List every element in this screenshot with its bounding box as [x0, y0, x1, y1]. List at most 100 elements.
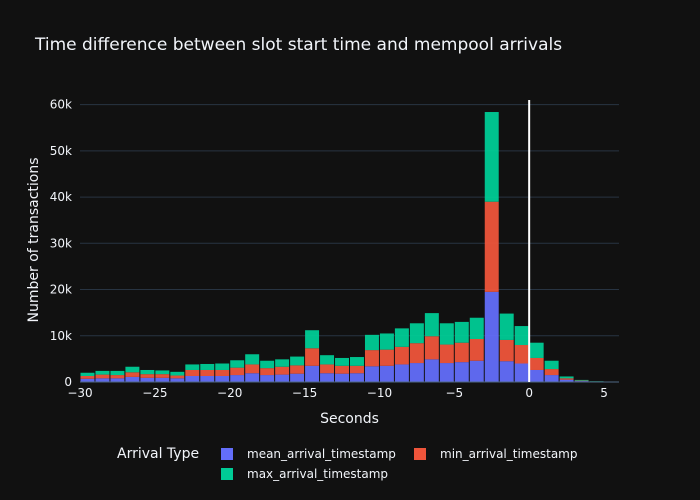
bar-min-arrival-timestamp-25: [454, 342, 469, 363]
x-axis-title: Seconds: [320, 411, 379, 427]
bar-min-arrival-timestamp-16: [320, 364, 335, 374]
bar-mean-arrival-timestamp-13: [275, 374, 290, 382]
y-tick-label-4: 40k: [50, 190, 72, 204]
bar-min-arrival-timestamp-12: [260, 368, 275, 376]
bar-min-arrival-timestamp-10: [230, 367, 245, 376]
bar-max-arrival-timestamp-14: [290, 356, 305, 366]
bar-min-arrival-timestamp-20: [379, 349, 394, 366]
bar-max-arrival-timestamp-15: [305, 330, 320, 349]
y-tick-label-0: 0: [64, 375, 72, 389]
bar-mean-arrival-timestamp-27: [484, 291, 499, 382]
chart-title: Time difference between slot start time …: [34, 35, 562, 55]
bar-min-arrival-timestamp-17: [335, 365, 349, 374]
bar-max-arrival-timestamp-25: [454, 321, 469, 343]
bar-min-arrival-timestamp-7: [185, 369, 200, 376]
bars: [80, 112, 619, 383]
bar-mean-arrival-timestamp-24: [439, 363, 454, 382]
y-tick-label-3: 30k: [50, 236, 72, 250]
bar-min-arrival-timestamp-9: [215, 369, 230, 376]
bar-max-arrival-timestamp-19: [364, 334, 379, 351]
bar-mean-arrival-timestamp-10: [230, 375, 245, 382]
bar-max-arrival-timestamp-23: [424, 313, 439, 337]
bar-min-arrival-timestamp-28: [499, 339, 514, 362]
bar-max-arrival-timestamp-0: [80, 372, 95, 376]
bar-max-arrival-timestamp-2: [110, 370, 125, 376]
bar-mean-arrival-timestamp-7: [185, 375, 200, 382]
bar-max-arrival-timestamp-11: [245, 354, 260, 365]
bar-min-arrival-timestamp-30: [529, 357, 544, 370]
bar-max-arrival-timestamp-33: [574, 379, 589, 381]
bar-mean-arrival-timestamp-32: [559, 379, 574, 382]
bar-mean-arrival-timestamp-26: [469, 360, 484, 382]
bar-max-arrival-timestamp-20: [379, 333, 394, 350]
x-tick-label-0: −30: [67, 386, 92, 400]
bar-max-arrival-timestamp-1: [95, 370, 110, 375]
legend-swatch-mean-arrival-timestamp: [221, 448, 233, 460]
y-tick-label-1: 10k: [50, 329, 72, 343]
bar-mean-arrival-timestamp-12: [260, 375, 275, 382]
legend-label-max-arrival-timestamp: max_arrival_timestamp: [247, 467, 388, 481]
bar-mean-arrival-timestamp-19: [364, 366, 379, 382]
grid-lines: [80, 104, 619, 337]
bar-max-arrival-timestamp-27: [484, 112, 499, 202]
x-tick-label-5: −5: [445, 386, 463, 400]
bar-min-arrival-timestamp-0: [80, 375, 95, 379]
bar-max-arrival-timestamp-3: [125, 366, 140, 373]
bar-min-arrival-timestamp-1: [95, 374, 110, 379]
bar-mean-arrival-timestamp-21: [394, 364, 409, 382]
bar-min-arrival-timestamp-2: [110, 375, 125, 379]
legend-label-mean-arrival-timestamp: mean_arrival_timestamp: [247, 447, 396, 461]
bar-max-arrival-timestamp-21: [394, 328, 409, 347]
bar-min-arrival-timestamp-14: [290, 365, 305, 374]
bar-mean-arrival-timestamp-1: [95, 378, 110, 382]
bar-max-arrival-timestamp-12: [260, 360, 275, 369]
bar-min-arrival-timestamp-32: [559, 378, 574, 380]
bar-min-arrival-timestamp-11: [245, 364, 260, 374]
y-axis-title: Number of transactions: [26, 157, 42, 322]
bar-max-arrival-timestamp-32: [559, 376, 574, 379]
legend-label-min-arrival-timestamp: min_arrival_timestamp: [440, 447, 578, 461]
x-tick-label-2: −20: [217, 386, 242, 400]
bar-mean-arrival-timestamp-17: [335, 373, 349, 382]
x-tick-label-1: −25: [142, 386, 167, 400]
bar-max-arrival-timestamp-10: [230, 360, 245, 368]
x-tick-label-4: −10: [367, 386, 392, 400]
bar-min-arrival-timestamp-29: [514, 345, 529, 364]
bar-max-arrival-timestamp-9: [215, 363, 230, 370]
bar-max-arrival-timestamp-8: [200, 363, 215, 370]
bar-min-arrival-timestamp-27: [484, 201, 499, 292]
bar-mean-arrival-timestamp-16: [320, 373, 335, 382]
bar-min-arrival-timestamp-26: [469, 339, 484, 361]
y-tick-label-2: 20k: [50, 283, 72, 297]
legend-swatch-max-arrival-timestamp: [221, 468, 233, 480]
bar-mean-arrival-timestamp-8: [200, 375, 215, 382]
x-tick-label-6: 0: [525, 386, 533, 400]
bar-mean-arrival-timestamp-9: [215, 375, 230, 382]
bar-mean-arrival-timestamp-18: [350, 373, 364, 382]
bar-min-arrival-timestamp-6: [170, 375, 185, 379]
bar-min-arrival-timestamp-18: [350, 365, 364, 374]
y-tick-label-6: 60k: [50, 98, 72, 112]
x-tick-label-7: 5: [600, 386, 608, 400]
bar-mean-arrival-timestamp-22: [409, 363, 424, 382]
bar-max-arrival-timestamp-6: [170, 371, 185, 376]
bar-mean-arrival-timestamp-28: [499, 361, 514, 382]
bar-mean-arrival-timestamp-25: [454, 362, 469, 382]
bar-min-arrival-timestamp-5: [155, 374, 170, 378]
bar-max-arrival-timestamp-16: [320, 355, 335, 365]
bar-min-arrival-timestamp-8: [200, 369, 215, 376]
bar-mean-arrival-timestamp-3: [125, 376, 140, 382]
bar-mean-arrival-timestamp-5: [155, 377, 170, 382]
bar-max-arrival-timestamp-18: [350, 357, 364, 366]
legend-swatch-min-arrival-timestamp: [414, 448, 426, 460]
legend: Arrival Type mean_arrival_timestamp min_a…: [117, 446, 578, 481]
bar-min-arrival-timestamp-22: [409, 343, 424, 364]
bar-max-arrival-timestamp-7: [185, 364, 200, 370]
bar-mean-arrival-timestamp-14: [290, 373, 305, 382]
bar-max-arrival-timestamp-13: [275, 359, 290, 367]
bar-min-arrival-timestamp-13: [275, 366, 290, 375]
legend-title: Arrival Type: [117, 446, 199, 462]
bar-max-arrival-timestamp-17: [335, 357, 349, 366]
bar-max-arrival-timestamp-29: [514, 326, 529, 346]
bar-mean-arrival-timestamp-15: [305, 365, 320, 382]
